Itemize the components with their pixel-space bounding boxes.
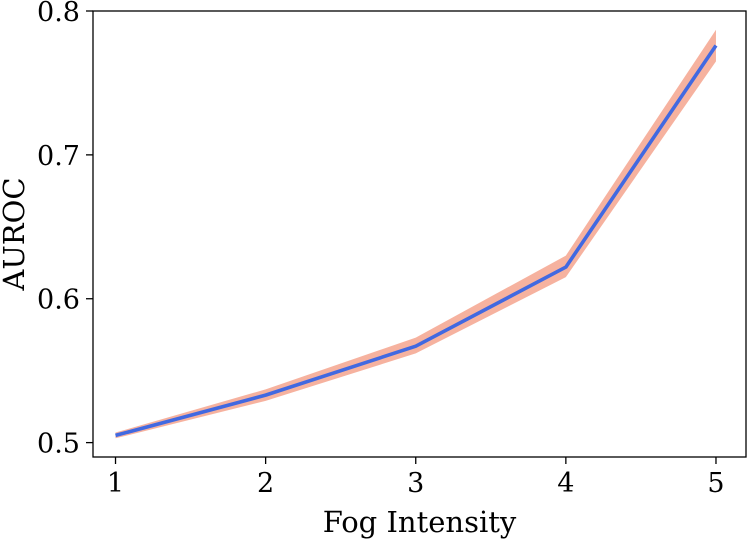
- series-line: [116, 46, 716, 436]
- y-tick-label: 0.6: [37, 285, 80, 316]
- x-tick-label: 4: [557, 468, 574, 499]
- x-tick-label: 1: [107, 468, 124, 499]
- y-axis-label: AUROC: [0, 177, 31, 291]
- y-tick-label: 0.5: [37, 429, 80, 460]
- plot-area-frame: [93, 11, 746, 457]
- x-tick-label: 3: [407, 468, 424, 499]
- x-tick-label: 5: [707, 468, 724, 499]
- y-tick-label: 0.7: [37, 141, 80, 172]
- series-line-layer: [116, 46, 716, 436]
- confidence-band: [116, 30, 716, 439]
- x-tick-label: 2: [257, 468, 274, 499]
- y-tick-label: 0.8: [37, 0, 80, 28]
- y-axis-ticks: 0.5 0.6 0.7 0.8: [37, 0, 93, 460]
- x-axis-ticks: 1 2 3 4 5: [107, 457, 725, 499]
- confidence-band-layer: [116, 30, 716, 439]
- x-axis-label: Fog Intensity: [323, 505, 517, 539]
